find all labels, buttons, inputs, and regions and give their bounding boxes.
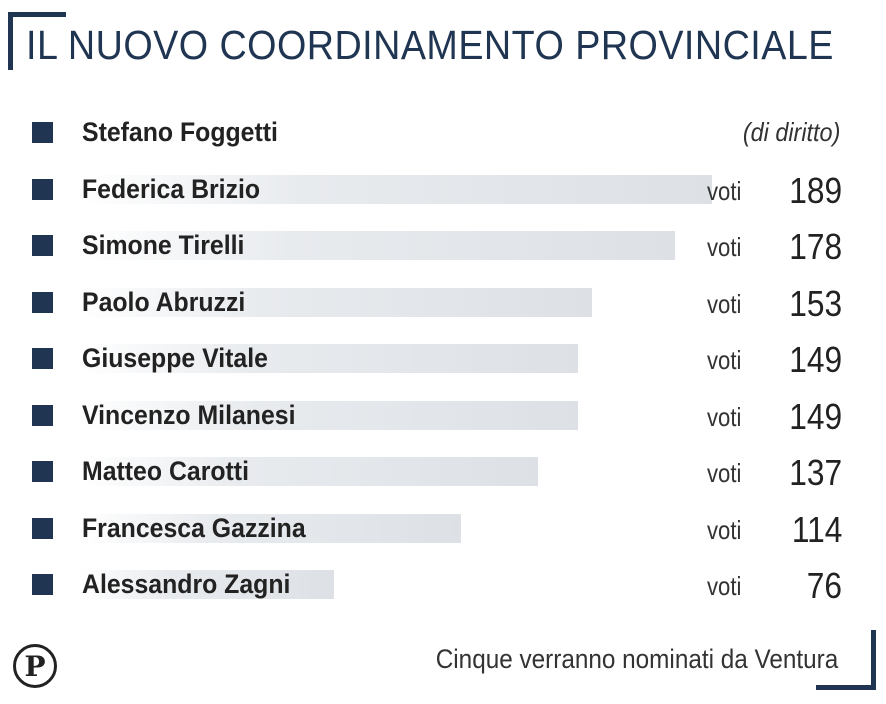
bullet-square-icon xyxy=(32,461,53,482)
bullet-square-icon xyxy=(32,574,53,595)
bar xyxy=(80,400,579,430)
value-prefix: voti xyxy=(707,288,742,319)
bar-row: Giuseppe Vitale voti 149 xyxy=(0,334,886,384)
category-label: Stefano Foggetti xyxy=(82,117,278,147)
bar xyxy=(80,570,335,599)
data-label: 153 xyxy=(789,282,842,324)
bar xyxy=(80,513,462,543)
data-label: 114 xyxy=(791,508,842,550)
category-label: Giuseppe Vitale xyxy=(82,343,268,373)
data-label: 76 xyxy=(806,565,842,606)
data-label: 149 xyxy=(789,339,842,380)
bar-row: Alessandro Zagni voti 76 xyxy=(0,560,886,610)
bar xyxy=(80,457,539,486)
category-label: Vincenzo Milanesi xyxy=(82,399,296,430)
newspaper-logo-icon: P xyxy=(13,644,57,688)
data-label: 189 xyxy=(789,169,842,211)
value-prefix: voti xyxy=(707,232,742,262)
corner-frame-bottom-right-horizontal xyxy=(816,685,876,690)
bar-row: Federica Brizio voti 189 xyxy=(0,165,886,215)
bar-row: Vincenzo Milanesi voti 149 xyxy=(0,391,886,441)
bar-row: Simone Tirelli voti 178 xyxy=(0,221,886,271)
bullet-square-icon xyxy=(32,291,53,313)
bullet-square-icon xyxy=(32,404,53,426)
bullet-square-icon xyxy=(32,348,53,369)
bar-row: Francesca Gazzina voti 114 xyxy=(0,504,886,554)
value-prefix: voti xyxy=(707,345,742,375)
data-label: 137 xyxy=(789,452,842,493)
corner-frame-top-left-vertical xyxy=(8,12,13,70)
corner-frame-bottom-right-vertical xyxy=(871,630,876,690)
value-prefix: voti xyxy=(707,401,742,432)
bar xyxy=(80,174,712,204)
category-label: Alessandro Zagni xyxy=(82,569,291,599)
value-prefix: voti xyxy=(707,175,742,206)
footnote: Cinque verranno nominati da Ventura xyxy=(435,644,838,674)
category-label: Matteo Carotti xyxy=(82,456,249,486)
bar-row: Matteo Carotti voti 137 xyxy=(0,447,886,497)
category-label: Simone Tirelli xyxy=(82,230,245,260)
chart-title: IL NUOVO COORDINAMENTO PROVINCIALE xyxy=(26,22,834,68)
category-label: Francesca Gazzina xyxy=(82,512,306,543)
bullet-square-icon xyxy=(32,178,53,200)
bullet-square-icon xyxy=(32,517,53,539)
bar xyxy=(80,287,592,317)
corner-frame-top-left-horizontal xyxy=(8,12,66,17)
bar xyxy=(80,231,676,260)
annotation-label: (di diritto) xyxy=(742,117,840,147)
value-prefix: voti xyxy=(707,458,742,488)
value-prefix: voti xyxy=(707,514,742,545)
data-label: 178 xyxy=(789,226,842,267)
category-label: Paolo Abruzzi xyxy=(82,286,246,317)
category-label: Federica Brizio xyxy=(82,173,261,204)
bar-row: Paolo Abruzzi voti 153 xyxy=(0,278,886,328)
data-label: 149 xyxy=(789,395,842,437)
bullet-square-icon xyxy=(32,235,53,256)
bar-row: Stefano Foggetti (di diritto) xyxy=(0,108,886,158)
value-prefix: voti xyxy=(707,571,742,601)
bar xyxy=(80,344,579,373)
bullet-square-icon xyxy=(32,122,53,143)
